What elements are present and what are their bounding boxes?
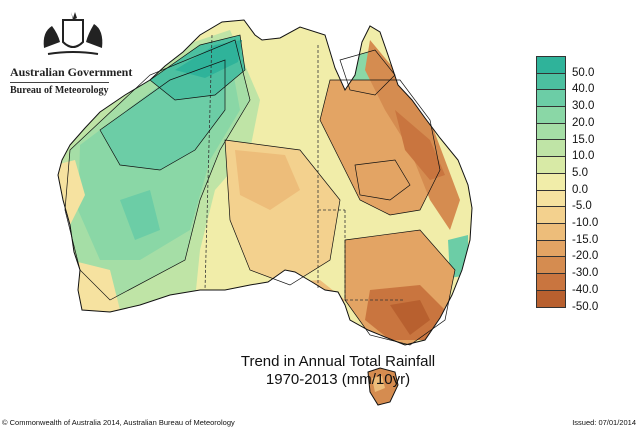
organization-name: Bureau of Meteorology [10, 82, 109, 96]
legend-label: 40.0 [572, 83, 595, 96]
wet-contour-sw [120, 190, 160, 240]
southwest-dry [70, 260, 120, 315]
mainland-coastline [57, 19, 473, 346]
legend-swatch [537, 157, 565, 174]
victoria-very-dry [390, 300, 430, 335]
map-title: Trend in Annual Total Rainfall 1970-2013… [241, 353, 435, 389]
legend-swatch [537, 173, 565, 191]
legend-swatch [537, 107, 565, 124]
government-name: Australian Government [10, 65, 133, 79]
issued-date: Issued: 07/01/2014 [572, 418, 636, 427]
legend-swatch [537, 90, 565, 108]
map-title-line1: Trend in Annual Total Rainfall [240, 353, 436, 370]
map-title-line2: 1970-2013 (mm/10yr) [265, 371, 411, 388]
legend-label: 50.0 [572, 66, 595, 79]
legend-swatch [537, 273, 565, 291]
legend-swatch [537, 240, 565, 258]
legend-swatch [537, 73, 565, 91]
legend-color-bar [536, 56, 566, 309]
coat-of-arms-icon [43, 12, 103, 55]
legend-label: 0.0 [572, 183, 588, 196]
legend-label: -20.0 [572, 250, 599, 263]
legend-swatch [537, 290, 565, 308]
legend: 50.0 40.0 30.0 20.0 15.0 10.0 5.0 0.0 -5.0 -10.0 -… [536, 56, 598, 313]
government-logo: Australian Government Bureau of Meteorol… [10, 10, 133, 98]
legend-swatch [537, 123, 565, 141]
legend-label: -40.0 [572, 283, 599, 296]
legend-label: 15.0 [572, 133, 595, 146]
legend-label: -10.0 [572, 217, 599, 229]
legend-label: -5.0 [572, 200, 592, 213]
legend-label: -30.0 [572, 267, 599, 280]
legend-label: 10.0 [572, 150, 595, 163]
legend-swatch [537, 257, 565, 274]
east-coast-core-dry [395, 110, 445, 180]
central-dry-patch [235, 150, 300, 210]
legend-label: 30.0 [572, 100, 595, 113]
legend-label: -15.0 [572, 233, 599, 246]
legend-swatch [537, 57, 565, 74]
legend-swatch [537, 140, 565, 158]
tasmania-wet-pocket [372, 376, 385, 392]
legend-label: -50.0 [572, 300, 599, 313]
north-west-wet-trend [175, 40, 242, 78]
legend-swatch [537, 223, 565, 241]
contour-lines [64, 34, 456, 346]
copyright-notice: © Commonwealth of Australia 2014, Austra… [2, 418, 235, 427]
legend-label: 5.0 [572, 166, 588, 179]
legend-swatch [537, 190, 565, 208]
legend-swatch [537, 207, 565, 224]
legend-label: 20.0 [572, 116, 595, 129]
